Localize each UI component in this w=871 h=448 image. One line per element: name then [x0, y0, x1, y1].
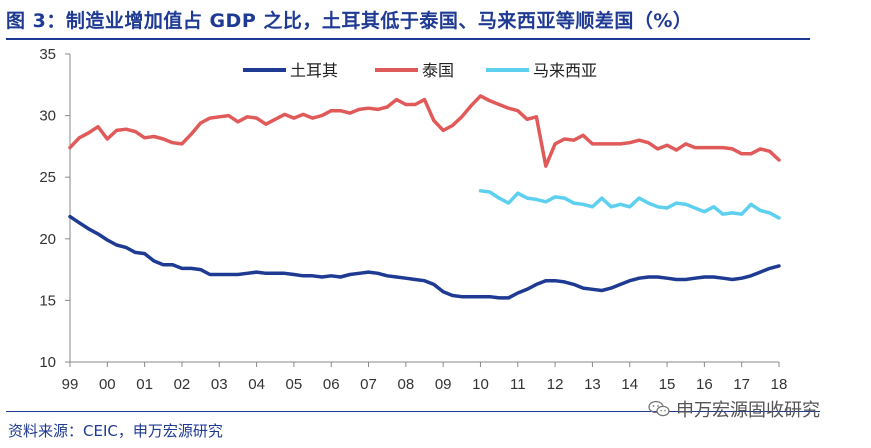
wechat-icon — [648, 400, 670, 417]
x-tick-label: 08 — [397, 376, 414, 393]
source-divider — [6, 411, 820, 412]
x-tick-label: 18 — [771, 376, 788, 393]
x-tick-label: 17 — [733, 376, 750, 393]
series-line-2 — [478, 189, 781, 220]
x-tick-label: 07 — [360, 376, 377, 393]
source-note: 资料来源：CEIC，申万宏源研究 — [8, 422, 223, 440]
x-tick-label: 11 — [510, 376, 526, 393]
y-tick-label: 25 — [39, 169, 56, 186]
x-tick-label: 09 — [435, 376, 452, 393]
x-tick-label: 15 — [659, 376, 676, 393]
axes — [69, 54, 779, 363]
legend-label-0: 土耳其 — [290, 61, 338, 80]
x-tick-label: 13 — [584, 376, 601, 393]
legend: 土耳其 泰国 马来西亚 — [243, 61, 597, 80]
x-tick-label: 16 — [696, 376, 713, 393]
y-tick-label: 10 — [39, 354, 56, 371]
x-tick-label: 99 — [62, 376, 79, 393]
chart-title: 图 3：制造业增加值占 GDP 之比，土耳其低于泰国、马来西亚等顺差国（%） — [6, 10, 693, 32]
series-line-1 — [68, 94, 781, 168]
x-tick-label: 10 — [472, 376, 489, 393]
y-tick-label: 30 — [39, 108, 56, 125]
x-tick-label: 06 — [323, 376, 340, 393]
watermark-text: 申万宏源固收研究 — [676, 400, 820, 421]
y-tick-labels: 10 15 20 25 30 35 — [39, 46, 70, 371]
x-tick-label: 02 — [174, 376, 191, 393]
x-tick-label: 03 — [211, 376, 228, 393]
x-tick-label: 00 — [99, 376, 116, 393]
y-tick-label: 15 — [39, 292, 56, 309]
y-tick-label: 35 — [39, 46, 56, 63]
series-line-0 — [68, 214, 781, 300]
y-tick-label: 20 — [39, 231, 56, 248]
x-tick-label: 05 — [286, 376, 303, 393]
x-tick-labels: 99 00 01 02 03 04 05 06 07 08 09 10 11 12 13 14 15 16 17 18 — [62, 362, 788, 393]
watermark: 申万宏源固收研究 — [648, 396, 820, 422]
legend-label-2: 马来西亚 — [533, 61, 597, 80]
x-tick-label: 12 — [547, 376, 564, 393]
x-tick-label: 04 — [248, 376, 265, 393]
title-underline — [6, 38, 810, 40]
x-tick-label: 14 — [621, 376, 638, 393]
series-lines — [68, 94, 781, 300]
legend-label-1: 泰国 — [422, 61, 454, 80]
x-tick-label: 01 — [136, 376, 153, 393]
